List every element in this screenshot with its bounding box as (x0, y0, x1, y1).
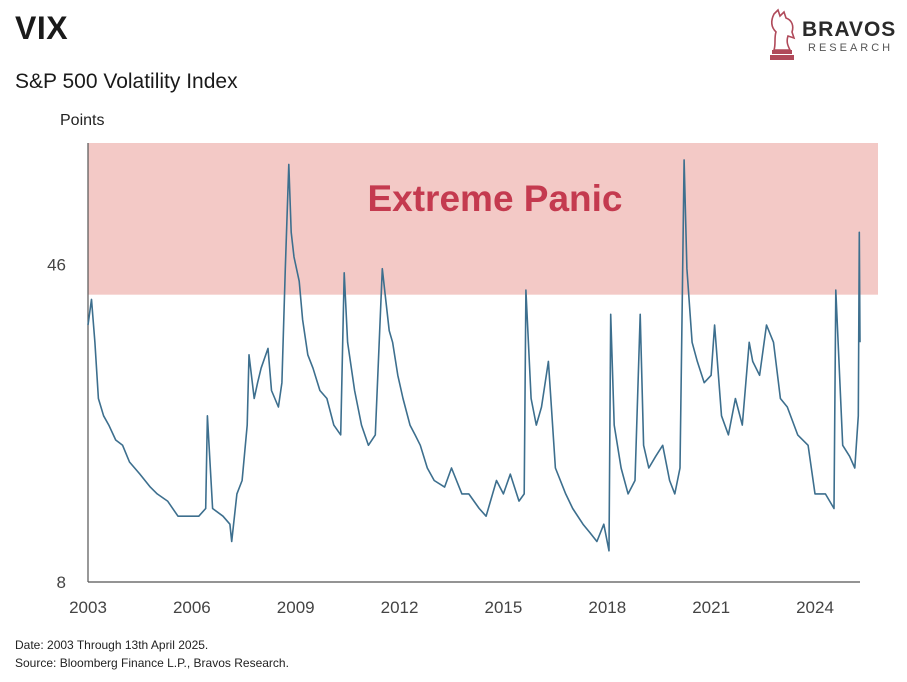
chart-title: VIX (15, 10, 69, 46)
x-tick-label: 2012 (381, 598, 419, 617)
x-tick-label: 2021 (692, 598, 730, 617)
horse-logo-icon (770, 8, 796, 60)
extreme-panic-band (88, 143, 878, 295)
x-tick-label: 2018 (588, 598, 626, 617)
y-axis-label: Points (60, 112, 104, 129)
x-tick-label: 2003 (69, 598, 107, 617)
x-tick-label: 2009 (277, 598, 315, 617)
vix-series-line (87, 159, 861, 552)
y-tick-label: 46 (47, 256, 66, 275)
logo-name: BRAVOS (802, 18, 897, 41)
extreme-panic-label: Extreme Panic (367, 178, 622, 219)
logo-sub: RESEARCH (808, 42, 894, 54)
date-note: Date: 2003 Through 13th April 2025. (15, 638, 209, 652)
x-tick-label: 2015 (485, 598, 523, 617)
source-note: Source: Bloomberg Finance L.P., Bravos R… (15, 656, 289, 670)
y-tick-label: 8 (57, 573, 66, 592)
x-tick-label: 2024 (796, 598, 834, 617)
bravos-logo: BRAVOS RESEARCH (764, 8, 904, 68)
chart-subtitle: S&P 500 Volatility Index (15, 70, 238, 93)
x-tick-label: 2006 (173, 598, 211, 617)
